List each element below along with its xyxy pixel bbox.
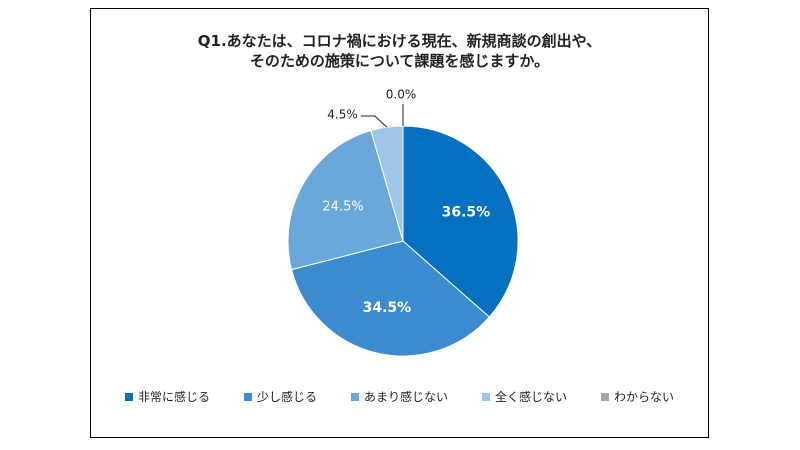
legend-label-not-much: あまり感じない	[363, 390, 448, 404]
pie-slice-very-much	[402, 125, 519, 318]
leader-line-not-at-all	[360, 115, 388, 128]
data-label-not-much: 24.5%	[322, 199, 363, 214]
legend-swatch-not-much	[350, 392, 359, 401]
chart-frame: Q1.あなたは、コロナ禍における現在、新規商談の創出や、 そのための施策について…	[90, 8, 709, 438]
data-label-not-at-all: 4.5%	[327, 108, 358, 122]
pie-slice-somewhat	[291, 240, 490, 357]
legend-label-not-at-all: 全く感じない	[495, 390, 568, 404]
chart-legend: 非常に感じる 少し感じる あまり感じない 全く感じない わからない	[91, 388, 708, 405]
data-label-dont-know: 0.0%	[386, 88, 417, 102]
legend-swatch-very-much	[124, 392, 133, 401]
chart-title-line-1: Q1.あなたは、コロナ禍における現在、新規商談の創出や、	[197, 32, 602, 50]
legend-label-very-much: 非常に感じる	[137, 390, 210, 404]
data-label-somewhat: 34.5%	[363, 300, 412, 316]
pie-slice-not-much	[287, 129, 404, 271]
legend-item-very-much: 非常に感じる	[124, 388, 210, 405]
data-label-very-much: 36.5%	[442, 205, 491, 221]
pie-chart: 36.5% 34.5% 24.5% 4.5% 0.0%	[287, 88, 519, 357]
chart-title-line-2: そのための施策について課題を感じますか。	[249, 52, 550, 70]
legend-swatch-dont-know	[601, 392, 610, 401]
legend-label-dont-know: わからない	[614, 390, 675, 404]
legend-item-not-much: あまり感じない	[350, 388, 448, 405]
legend-swatch-not-at-all	[482, 392, 490, 401]
legend-swatch-somewhat	[243, 392, 252, 401]
legend-item-somewhat: 少し感じる	[243, 388, 317, 405]
legend-item-dont-know: わからない	[601, 388, 674, 405]
legend-label-somewhat: 少し感じる	[256, 390, 317, 404]
legend-item-not-at-all: 全く感じない	[482, 388, 567, 405]
chart-title: Q1.あなたは、コロナ禍における現在、新規商談の創出や、 そのための施策について…	[91, 31, 708, 71]
